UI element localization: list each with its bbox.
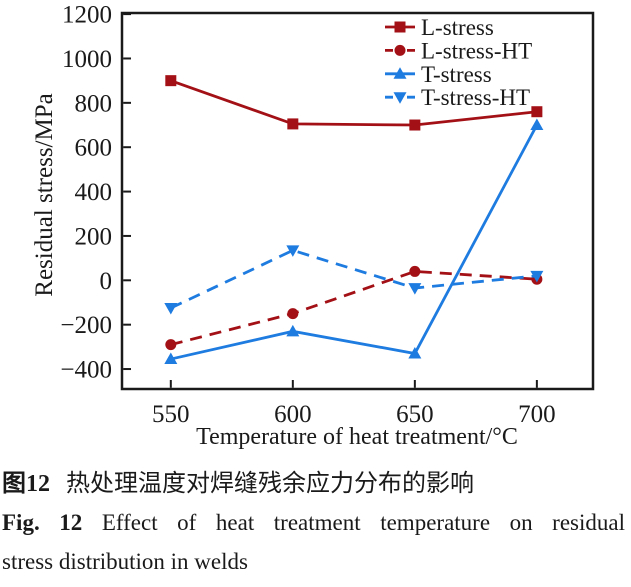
marker-T-stress-HT [286, 245, 300, 257]
series-line-T-stress-HT [170, 248, 538, 310]
caption-chinese-text: 热处理温度对焊缝残余应力分布的影响 [66, 471, 474, 497]
y-tick-label: 1000 [62, 46, 112, 73]
y-tick-label: 200 [75, 223, 113, 250]
legend-label-T-stress-HT: T-stress-HT [421, 85, 530, 110]
x-tick-label: 550 [152, 401, 190, 428]
marker-L-stress-HT [165, 339, 177, 351]
marker-T-stress-HT [164, 303, 178, 315]
legend-swatch-marker-L-stress-HT [394, 44, 406, 56]
caption-chinese: 图12 热处理温度对焊缝残余应力分布的影响 [2, 469, 625, 499]
marker-T-stress-HT [408, 283, 422, 295]
y-tick-label: 1200 [62, 2, 112, 29]
x-tick-label: 700 [518, 401, 556, 428]
y-tick-label: 400 [75, 179, 113, 206]
x-axis-title: Temperature of heat treatment/°C [196, 424, 518, 450]
y-tick-label: 600 [75, 135, 113, 162]
marker-T-stress [164, 352, 178, 365]
marker-L-stress [409, 119, 421, 131]
plot-frame [120, 11, 595, 391]
marker-T-stress-HT [530, 270, 544, 283]
marker-L-stress [531, 106, 543, 118]
legend-swatch-marker-T-stress-HT [393, 92, 407, 104]
marker-L-stress [165, 75, 177, 87]
y-tick-label: 0 [100, 268, 113, 295]
residual-stress-chart: Residual stress/MPa Temperature of heat … [31, 2, 595, 450]
caption-english-label: Fig. 12 [2, 510, 83, 535]
legend-label-L-stress-HT: L-stress-HT [421, 38, 532, 63]
y-tick-label: −200 [60, 312, 112, 339]
legend-swatch-marker-T-stress [393, 67, 407, 79]
y-tick-label: −400 [60, 357, 112, 384]
marker-L-stress-HT [409, 265, 421, 277]
series-line-L-stress [170, 79, 538, 127]
x-tick-label: 650 [396, 401, 434, 428]
x-tick-label: 600 [274, 401, 312, 428]
series-line-L-stress-HT [170, 270, 537, 346]
marker-T-stress [286, 324, 300, 337]
figure-caption: 图12 热处理温度对焊缝残余应力分布的影响 Fig. 12 Effect of h… [0, 463, 627, 577]
caption-chinese-label: 图12 [2, 471, 50, 497]
legend-label-L-stress: L-stress [421, 15, 494, 40]
marker-T-stress [530, 118, 544, 131]
caption-english-line2: stress distribution in welds [2, 549, 248, 574]
caption-english-text: Effect of heat treatment temperature on … [101, 510, 625, 535]
legend-swatch-marker-L-stress [394, 21, 406, 33]
y-axis-title: Residual stress/MPa [31, 93, 58, 296]
marker-L-stress-HT [287, 308, 299, 320]
marker-L-stress [287, 118, 299, 130]
series-line-T-stress [170, 124, 539, 361]
y-tick-label: 800 [75, 90, 113, 117]
legend-label-T-stress: T-stress [421, 62, 492, 87]
marker-T-stress [408, 347, 422, 359]
caption-english-line1: Fig. 12 Effect of heat treatment tempera… [2, 508, 625, 538]
